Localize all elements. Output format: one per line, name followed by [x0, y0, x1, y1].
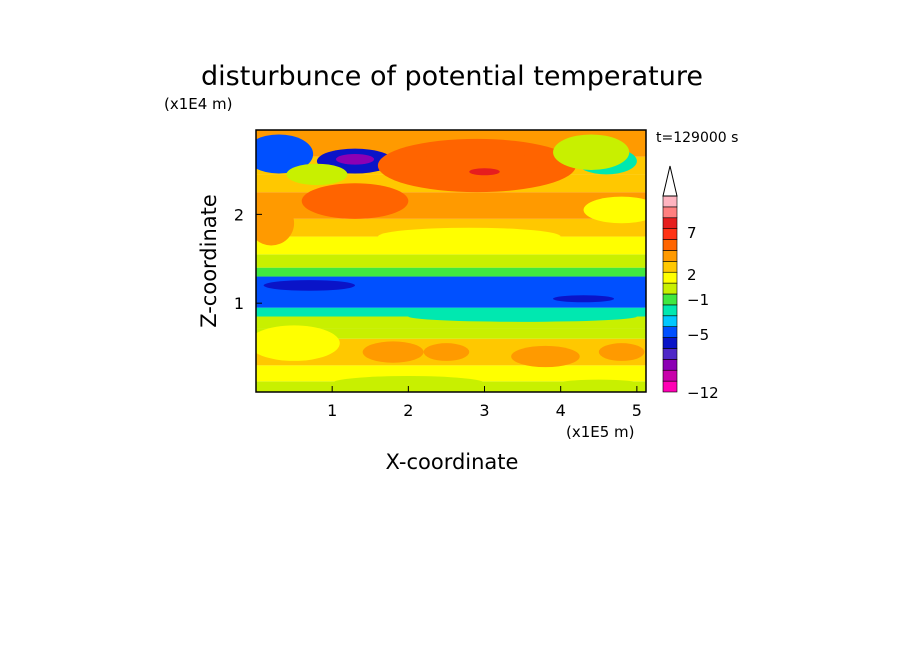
x-axis: 1 2 3 4 5	[327, 386, 642, 420]
x-tick-label: 1	[327, 401, 337, 420]
field-band	[256, 307, 646, 317]
colorbar-swatch	[662, 304, 678, 317]
time-label: t=129000 s	[656, 130, 738, 146]
colorbar-swatch	[662, 217, 678, 229]
colorbar-swatch	[662, 315, 678, 327]
colorbar-swatch	[662, 293, 678, 306]
colorbar-swatch	[662, 380, 678, 393]
field-feature	[286, 163, 348, 186]
field-feature	[598, 343, 645, 361]
colorbar-label: 7	[687, 224, 697, 242]
chart-title: disturbunce of potential temperature	[201, 61, 703, 92]
field-feature	[511, 345, 580, 368]
field-feature	[256, 134, 314, 174]
colorbar-label: −5	[687, 326, 709, 344]
x-tick-label: 3	[479, 401, 489, 420]
field-feature	[335, 153, 375, 165]
field-feature	[408, 311, 637, 322]
colorbar-swatch	[662, 282, 678, 295]
x-tick-label: 4	[556, 401, 566, 420]
colorbar-swatch	[662, 228, 678, 240]
colorbar-swatch	[662, 206, 678, 219]
colorbar-swatch	[662, 337, 678, 349]
plot-frame	[255, 129, 647, 393]
field-feature	[256, 201, 295, 246]
field-band	[256, 236, 646, 255]
plot-area	[255, 129, 647, 393]
colorbar-swatch	[662, 250, 678, 262]
field-feature	[301, 183, 409, 219]
field-feature	[553, 379, 645, 391]
field-band	[256, 328, 646, 339]
colorbar-swatch	[662, 195, 678, 208]
colorbar-label: −1	[687, 291, 709, 309]
y-tick-label: 2	[234, 205, 244, 224]
colorbar-swatch	[662, 359, 678, 371]
field-feature	[415, 149, 538, 182]
y-axis-label: Z-coordinate	[197, 194, 221, 328]
colorbar-extend-arrow	[662, 165, 678, 197]
field-band	[256, 267, 646, 277]
field-feature	[423, 343, 470, 361]
field-feature	[263, 280, 356, 291]
colorbar-swatch	[662, 261, 678, 273]
field-feature	[553, 134, 630, 170]
x-tick-label: 2	[403, 401, 413, 420]
colorbar-swatch	[662, 369, 678, 382]
colorbar-swatch	[662, 348, 678, 360]
y-tick-label: 1	[234, 294, 244, 313]
field-feature	[553, 295, 615, 303]
field-feature	[332, 376, 485, 391]
field-band	[256, 218, 646, 237]
x-tick-label: 5	[632, 401, 642, 420]
colorbar-label: 2	[687, 266, 697, 284]
field-band	[256, 316, 646, 329]
colorbar: 7 2 −1 −5 −12	[662, 165, 719, 402]
field-feature	[583, 196, 646, 224]
field-feature	[469, 168, 500, 176]
colorbar-swatch	[662, 239, 678, 251]
colorbar-swatch	[662, 326, 678, 338]
field-feature	[362, 341, 424, 363]
x-axis-label: X-coordinate	[386, 450, 519, 474]
field-band	[256, 254, 646, 268]
colorbar-label: −12	[687, 384, 719, 402]
field-band	[256, 365, 646, 382]
field-feature	[256, 325, 340, 361]
colorbar-swatch	[662, 271, 678, 284]
field-feature	[377, 227, 561, 246]
x-unit-label: (x1E5 m)	[566, 423, 635, 441]
y-axis: 12	[234, 205, 262, 313]
y-unit-label: (x1E4 m)	[164, 95, 233, 113]
